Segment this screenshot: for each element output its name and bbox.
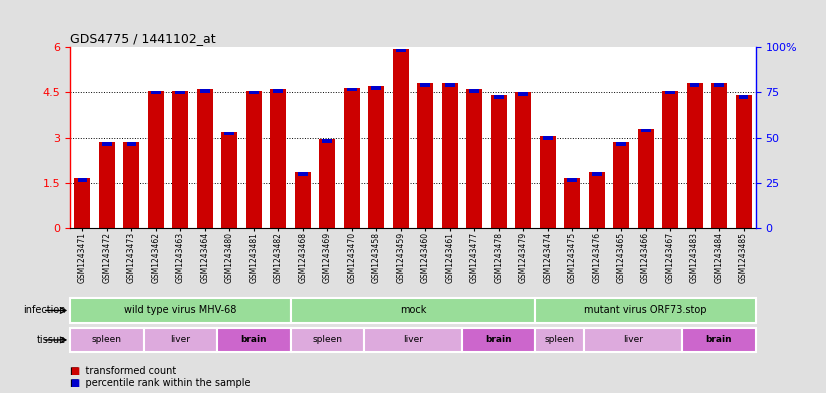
Bar bbox=[589, 172, 605, 228]
Bar bbox=[662, 91, 678, 228]
Bar bbox=[320, 139, 335, 228]
Bar bbox=[200, 89, 210, 93]
Bar bbox=[99, 142, 115, 228]
Bar bbox=[372, 86, 381, 90]
Bar bbox=[567, 178, 577, 182]
Text: tissue: tissue bbox=[37, 335, 66, 345]
Bar bbox=[273, 89, 283, 93]
Bar bbox=[70, 298, 291, 323]
Bar bbox=[417, 83, 433, 228]
Bar bbox=[638, 129, 653, 228]
Bar bbox=[270, 89, 287, 228]
Bar bbox=[368, 86, 384, 228]
Bar bbox=[591, 172, 601, 176]
Bar bbox=[217, 328, 291, 352]
Bar bbox=[126, 142, 136, 146]
Bar bbox=[466, 89, 482, 228]
Bar bbox=[539, 136, 556, 228]
Bar bbox=[291, 328, 364, 352]
Bar bbox=[616, 142, 626, 146]
Bar bbox=[249, 91, 259, 94]
Bar bbox=[225, 132, 235, 135]
Bar bbox=[535, 328, 585, 352]
Text: brain: brain bbox=[486, 336, 512, 344]
Text: liver: liver bbox=[403, 336, 423, 344]
Bar bbox=[347, 88, 357, 92]
Bar bbox=[442, 83, 458, 228]
Bar bbox=[221, 132, 237, 228]
Bar bbox=[515, 92, 531, 228]
Bar bbox=[564, 178, 580, 228]
Bar bbox=[148, 91, 164, 228]
Text: GDS4775 / 1441102_at: GDS4775 / 1441102_at bbox=[70, 32, 216, 45]
Bar bbox=[494, 95, 504, 99]
Text: ■: ■ bbox=[70, 378, 79, 388]
Bar bbox=[364, 328, 462, 352]
Bar bbox=[711, 83, 727, 228]
Bar bbox=[665, 91, 675, 94]
Bar bbox=[682, 328, 756, 352]
Text: mutant virus ORF73.stop: mutant virus ORF73.stop bbox=[584, 305, 707, 316]
Bar bbox=[173, 91, 188, 228]
Text: ■  transformed count: ■ transformed count bbox=[70, 366, 177, 376]
Bar bbox=[344, 88, 360, 228]
Bar bbox=[420, 83, 430, 87]
Text: brain: brain bbox=[705, 336, 733, 344]
Bar bbox=[291, 298, 535, 323]
Text: mock: mock bbox=[400, 305, 426, 316]
Bar bbox=[543, 136, 553, 140]
Text: wild type virus MHV-68: wild type virus MHV-68 bbox=[124, 305, 236, 316]
Bar bbox=[738, 95, 748, 99]
Bar bbox=[491, 95, 506, 228]
Bar bbox=[74, 178, 90, 228]
Text: infection: infection bbox=[24, 305, 66, 316]
Bar bbox=[123, 142, 140, 228]
Text: spleen: spleen bbox=[545, 336, 575, 344]
Bar bbox=[298, 172, 308, 176]
Text: liver: liver bbox=[624, 336, 643, 344]
Bar bbox=[535, 298, 756, 323]
Bar bbox=[78, 178, 88, 182]
Bar bbox=[102, 142, 112, 146]
Bar bbox=[393, 49, 409, 228]
Bar bbox=[175, 91, 185, 94]
Bar bbox=[462, 328, 535, 352]
Bar bbox=[686, 83, 703, 228]
Bar bbox=[197, 89, 213, 228]
Bar bbox=[396, 49, 406, 52]
Bar bbox=[690, 83, 700, 87]
Bar bbox=[144, 328, 217, 352]
Text: spleen: spleen bbox=[92, 336, 122, 344]
Bar bbox=[151, 91, 161, 94]
Text: ■  percentile rank within the sample: ■ percentile rank within the sample bbox=[70, 378, 251, 388]
Bar bbox=[322, 139, 332, 143]
Text: spleen: spleen bbox=[312, 336, 342, 344]
Bar bbox=[246, 91, 262, 228]
Bar bbox=[518, 92, 528, 96]
Bar bbox=[295, 172, 311, 228]
Text: brain: brain bbox=[240, 336, 267, 344]
Bar bbox=[445, 83, 454, 87]
Text: liver: liver bbox=[170, 336, 190, 344]
Bar bbox=[613, 142, 629, 228]
Bar bbox=[70, 328, 144, 352]
Bar bbox=[714, 83, 724, 87]
Bar bbox=[641, 129, 651, 132]
Bar bbox=[585, 328, 682, 352]
Text: ■: ■ bbox=[70, 366, 79, 376]
Bar bbox=[469, 89, 479, 93]
Bar bbox=[736, 95, 752, 228]
